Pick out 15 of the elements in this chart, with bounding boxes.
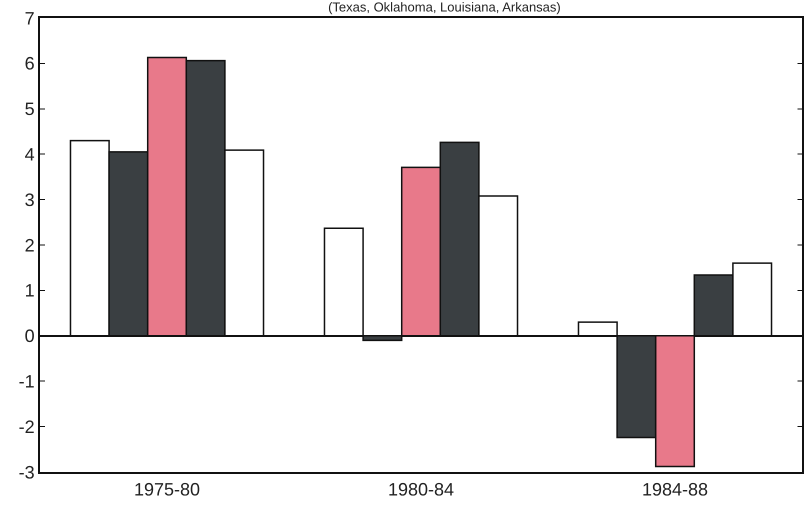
y-tick-label: -3: [18, 462, 35, 482]
y-tick-label: 0: [24, 326, 35, 346]
x-tick-label: 1980-84: [388, 479, 454, 500]
chart-title: (Texas, Oklahoma, Louisiana, Arkansas): [328, 0, 561, 15]
y-tick-label: 5: [24, 99, 35, 120]
y-tick-label: 4: [24, 144, 35, 164]
x-tick-label: 1984-88: [642, 479, 708, 500]
y-tick-label: 3: [24, 190, 35, 210]
y-tick-label: 6: [24, 54, 35, 74]
y-tick-label: -1: [18, 372, 35, 392]
x-tick-label: 1975-80: [134, 479, 200, 500]
y-tick-label: -2: [18, 416, 35, 437]
y-tick-label: 1: [24, 280, 35, 301]
y-tick-label: 7: [24, 8, 35, 28]
y-tick-label: 2: [24, 235, 35, 256]
